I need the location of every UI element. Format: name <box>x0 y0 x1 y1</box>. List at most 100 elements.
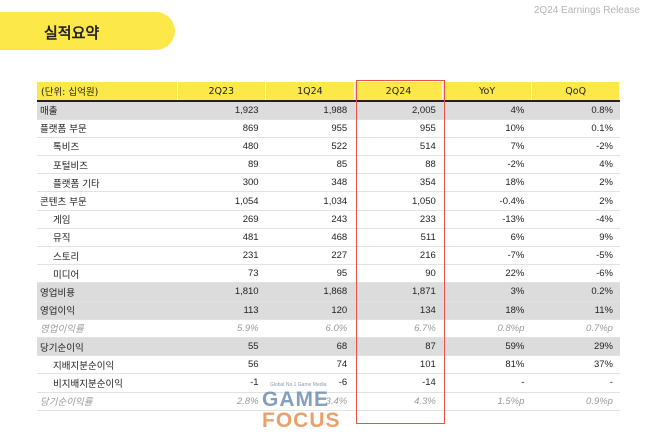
row-value: 56 <box>177 355 266 375</box>
row-value: 0.9%p <box>531 392 620 411</box>
table-row: 미디어 73 95 90 22% -6% <box>37 264 620 284</box>
row-value: 1,988 <box>265 101 355 120</box>
table-row: 플랫폼 부문 869 955 955 10% 0.1% <box>37 119 620 138</box>
table-row: 톡비즈 480 522 514 7% -2% <box>37 137 620 157</box>
row-value: 0.8% <box>531 101 620 120</box>
table-row: 플랫폼 기타 300 348 354 18% 2% <box>37 173 620 193</box>
row-value: 514 <box>354 137 443 157</box>
row-label: 지배지분순이익 <box>37 355 177 375</box>
row-value: 1,034 <box>265 191 355 211</box>
row-label: 당기순이익 <box>37 337 177 357</box>
row-value: 1.5%p <box>442 392 532 411</box>
row-value: 1,810 <box>177 282 266 302</box>
table-row: 영업이익 113 120 134 18% 11% <box>37 301 620 320</box>
row-value: 348 <box>265 173 355 193</box>
row-value: 2% <box>531 173 620 193</box>
watermark-tagline: Global No.1 Game Media <box>270 382 327 388</box>
watermark-word-game: GAME <box>262 388 329 411</box>
row-value: 233 <box>354 210 443 229</box>
row-value: 18% <box>442 173 532 193</box>
table-row: 콘텐츠 부문 1,054 1,034 1,050 -0.4% 2% <box>37 191 620 211</box>
row-value: 18% <box>442 301 532 320</box>
row-value: 87 <box>354 337 443 357</box>
row-value: 1,923 <box>177 101 266 120</box>
row-value: 2.8% <box>177 392 266 411</box>
row-value: 95 <box>265 264 355 284</box>
table-row: 게임 269 243 233 -13% -4% <box>37 210 620 229</box>
row-value: 511 <box>354 228 443 248</box>
row-label: 뮤직 <box>37 228 177 248</box>
table-row: 영업비용 1,810 1,868 1,871 3% 0.2% <box>37 282 620 302</box>
row-value: 869 <box>177 119 266 138</box>
table-row: 매출 1,923 1,988 2,005 4% 0.8% <box>37 101 620 120</box>
row-label: 영업이익률 <box>37 319 177 338</box>
column-header-2q24: 2Q24 <box>354 82 444 102</box>
table-row: 지배지분순이익 56 74 101 81% 37% <box>37 355 620 375</box>
row-value: 0.2% <box>531 282 620 302</box>
row-value: 120 <box>265 301 355 320</box>
row-value: 955 <box>354 119 443 138</box>
row-value: 81% <box>442 355 532 375</box>
row-value: 0.1% <box>531 119 620 138</box>
table-header-row: (단위: 십억원) 2Q23 1Q24 2Q24 YoY QoQ <box>37 82 621 102</box>
row-value: 74 <box>265 355 355 375</box>
watermark-logo: Global No.1 Game Media GAME FOCUS <box>258 382 378 438</box>
row-value: 481 <box>177 228 266 248</box>
row-value: 85 <box>265 155 355 175</box>
row-label: 게임 <box>37 210 177 229</box>
row-label: 톡비즈 <box>37 137 177 157</box>
row-value: 216 <box>354 246 443 266</box>
row-value: 7% <box>442 137 532 157</box>
row-value: 480 <box>177 137 266 157</box>
row-value: 5.9% <box>177 319 266 338</box>
row-value: -6 <box>265 373 355 393</box>
row-value: - <box>442 373 532 393</box>
row-value: 113 <box>177 301 266 320</box>
row-value: 134 <box>354 301 443 320</box>
row-value: 231 <box>177 246 266 266</box>
row-value: 22% <box>442 264 532 284</box>
row-value: -5% <box>531 246 620 266</box>
row-value: 1,054 <box>177 191 266 211</box>
table-row: 스토리 231 227 216 -7% -5% <box>37 246 620 266</box>
watermark-word-focus: FOCUS <box>262 409 341 432</box>
column-header-qoq: QoQ <box>531 82 621 102</box>
row-value: 6.0% <box>265 319 355 338</box>
column-header-1q24: 1Q24 <box>265 82 355 102</box>
release-label: 2Q24 Earnings Release <box>533 5 640 16</box>
row-value: 68 <box>265 337 355 357</box>
table-row: 당기순이익 55 68 87 59% 29% <box>37 337 620 357</box>
earnings-summary-table: (단위: 십억원) 2Q23 1Q24 2Q24 YoY QoQ 매출 1,923… <box>37 82 621 411</box>
row-value: 73 <box>177 264 266 284</box>
row-value: -0.4% <box>442 191 532 211</box>
row-value: 4.3% <box>354 392 443 411</box>
row-value: -14 <box>354 373 443 393</box>
row-value: 6.7% <box>354 319 443 338</box>
row-value: 9% <box>531 228 620 248</box>
table-row: 당기순이익률 2.8% 3.4% 4.3% 1.5%p 0.9%p <box>37 392 620 411</box>
row-value: 11% <box>531 301 620 320</box>
column-header-2q23: 2Q23 <box>177 82 267 102</box>
row-label: 매출 <box>37 101 177 120</box>
row-value: - <box>531 373 620 393</box>
row-value: 37% <box>531 355 620 375</box>
row-value: 59% <box>442 337 532 357</box>
row-value: -2% <box>531 137 620 157</box>
row-label: 당기순이익률 <box>37 392 177 411</box>
row-value: -7% <box>442 246 532 266</box>
row-label: 스토리 <box>37 246 177 266</box>
row-label: 미디어 <box>37 264 177 284</box>
row-label: 영업비용 <box>37 282 177 302</box>
row-value: 10% <box>442 119 532 138</box>
page-title: 실적요약 <box>44 24 100 42</box>
table-row: 뮤직 481 468 511 6% 9% <box>37 228 620 248</box>
row-value: 522 <box>265 137 355 157</box>
row-label: 콘텐츠 부문 <box>37 191 177 211</box>
row-value: 269 <box>177 210 266 229</box>
row-value: 3.4% <box>265 392 355 411</box>
row-label: 영업이익 <box>37 301 177 320</box>
table-row: 포털비즈 89 85 88 -2% 4% <box>37 155 620 175</box>
row-value: 2% <box>531 191 620 211</box>
table-row: 영업이익률 5.9% 6.0% 6.7% 0.8%p 0.7%p <box>37 319 620 338</box>
row-value: 0.8%p <box>442 319 532 338</box>
